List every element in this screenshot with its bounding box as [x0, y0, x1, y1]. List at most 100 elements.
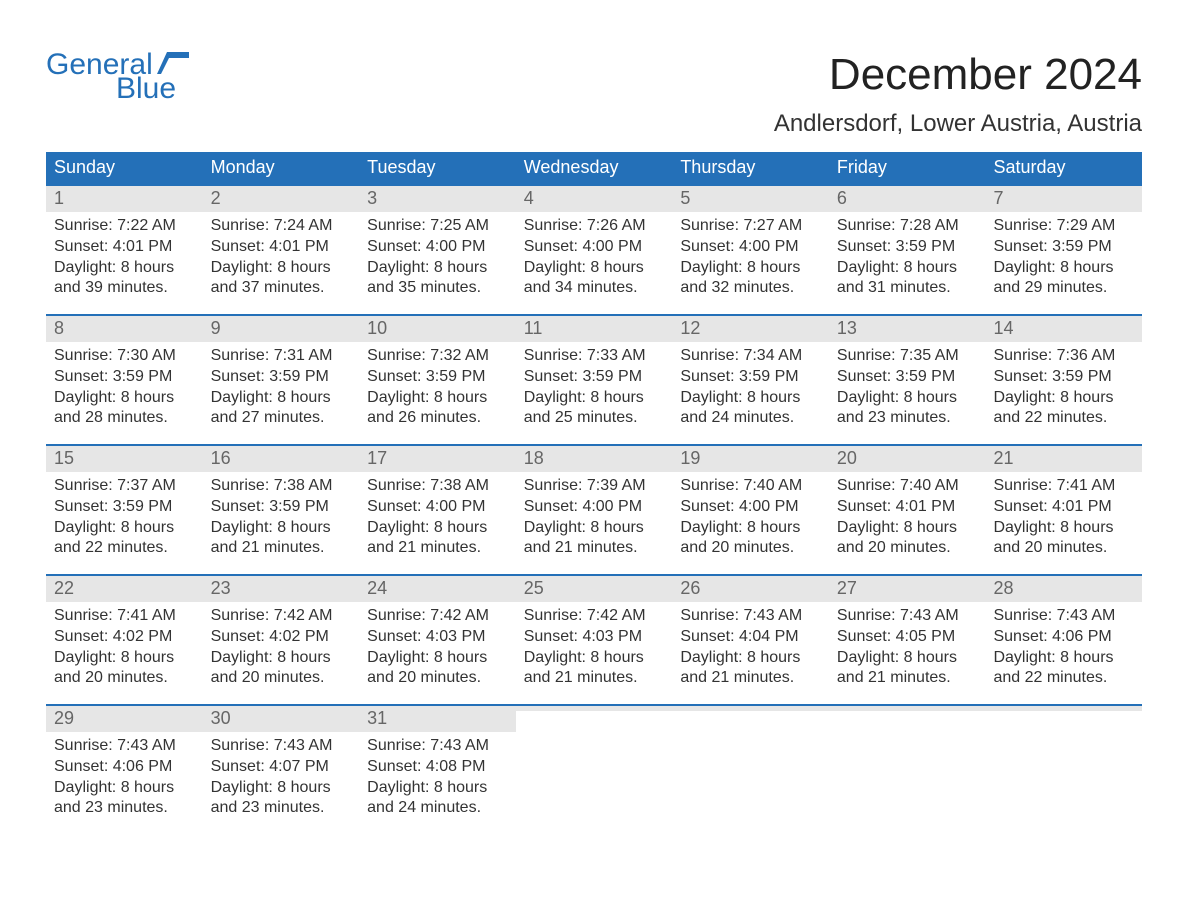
sunrise-line: Sunrise: 7:42 AM	[367, 606, 508, 627]
day-cell: 30Sunrise: 7:43 AMSunset: 4:07 PMDayligh…	[203, 706, 360, 834]
day-body: Sunrise: 7:43 AMSunset: 4:05 PMDaylight:…	[829, 602, 986, 689]
day-cell: 28Sunrise: 7:43 AMSunset: 4:06 PMDayligh…	[985, 576, 1142, 704]
daylight-line: Daylight: 8 hours	[211, 778, 352, 799]
day-cell: 6Sunrise: 7:28 AMSunset: 3:59 PMDaylight…	[829, 186, 986, 314]
daylight-line: and 23 minutes.	[211, 798, 352, 819]
day-body: Sunrise: 7:31 AMSunset: 3:59 PMDaylight:…	[203, 342, 360, 429]
day-number: 29	[46, 706, 203, 732]
day-body: Sunrise: 7:34 AMSunset: 3:59 PMDaylight:…	[672, 342, 829, 429]
sunrise-line: Sunrise: 7:30 AM	[54, 346, 195, 367]
daylight-line: and 24 minutes.	[680, 408, 821, 429]
day-number	[985, 706, 1142, 711]
day-cell: 26Sunrise: 7:43 AMSunset: 4:04 PMDayligh…	[672, 576, 829, 704]
day-number: 2	[203, 186, 360, 212]
daylight-line: Daylight: 8 hours	[367, 258, 508, 279]
dow-thursday: Thursday	[672, 152, 829, 184]
day-body: Sunrise: 7:42 AMSunset: 4:02 PMDaylight:…	[203, 602, 360, 689]
week-row: 29Sunrise: 7:43 AMSunset: 4:06 PMDayligh…	[46, 704, 1142, 834]
dow-sunday: Sunday	[46, 152, 203, 184]
daylight-line: Daylight: 8 hours	[54, 648, 195, 669]
daylight-line: Daylight: 8 hours	[837, 388, 978, 409]
sunset-line: Sunset: 4:04 PM	[680, 627, 821, 648]
sunset-line: Sunset: 3:59 PM	[524, 367, 665, 388]
day-body: Sunrise: 7:29 AMSunset: 3:59 PMDaylight:…	[985, 212, 1142, 299]
daylight-line: and 39 minutes.	[54, 278, 195, 299]
day-cell: 21Sunrise: 7:41 AMSunset: 4:01 PMDayligh…	[985, 446, 1142, 574]
daylight-line: Daylight: 8 hours	[524, 518, 665, 539]
day-cell: 12Sunrise: 7:34 AMSunset: 3:59 PMDayligh…	[672, 316, 829, 444]
daylight-line: Daylight: 8 hours	[524, 648, 665, 669]
sunrise-line: Sunrise: 7:36 AM	[993, 346, 1134, 367]
sunrise-line: Sunrise: 7:31 AM	[211, 346, 352, 367]
day-body: Sunrise: 7:35 AMSunset: 3:59 PMDaylight:…	[829, 342, 986, 429]
sunrise-line: Sunrise: 7:28 AM	[837, 216, 978, 237]
daylight-line: and 20 minutes.	[993, 538, 1134, 559]
daylight-line: and 21 minutes.	[837, 668, 978, 689]
day-cell	[985, 706, 1142, 834]
day-body: Sunrise: 7:27 AMSunset: 4:00 PMDaylight:…	[672, 212, 829, 299]
daylight-line: and 22 minutes.	[54, 538, 195, 559]
sunset-line: Sunset: 4:00 PM	[680, 237, 821, 258]
sunrise-line: Sunrise: 7:38 AM	[367, 476, 508, 497]
daylight-line: Daylight: 8 hours	[837, 258, 978, 279]
sunrise-line: Sunrise: 7:27 AM	[680, 216, 821, 237]
day-cell: 1Sunrise: 7:22 AMSunset: 4:01 PMDaylight…	[46, 186, 203, 314]
daylight-line: Daylight: 8 hours	[211, 648, 352, 669]
daylight-line: and 22 minutes.	[993, 668, 1134, 689]
day-number	[516, 706, 673, 711]
day-number: 15	[46, 446, 203, 472]
day-number: 7	[985, 186, 1142, 212]
day-cell: 15Sunrise: 7:37 AMSunset: 3:59 PMDayligh…	[46, 446, 203, 574]
logo-blue-text: Blue	[46, 74, 189, 104]
sunset-line: Sunset: 3:59 PM	[211, 367, 352, 388]
daylight-line: Daylight: 8 hours	[993, 388, 1134, 409]
sunset-line: Sunset: 3:59 PM	[837, 367, 978, 388]
daylight-line: Daylight: 8 hours	[211, 388, 352, 409]
day-body: Sunrise: 7:43 AMSunset: 4:06 PMDaylight:…	[985, 602, 1142, 689]
sunrise-line: Sunrise: 7:37 AM	[54, 476, 195, 497]
dow-monday: Monday	[203, 152, 360, 184]
sunset-line: Sunset: 3:59 PM	[211, 497, 352, 518]
week-row: 1Sunrise: 7:22 AMSunset: 4:01 PMDaylight…	[46, 184, 1142, 314]
day-body: Sunrise: 7:38 AMSunset: 3:59 PMDaylight:…	[203, 472, 360, 559]
day-cell: 13Sunrise: 7:35 AMSunset: 3:59 PMDayligh…	[829, 316, 986, 444]
sunset-line: Sunset: 3:59 PM	[54, 367, 195, 388]
sunset-line: Sunset: 4:00 PM	[680, 497, 821, 518]
sunrise-line: Sunrise: 7:24 AM	[211, 216, 352, 237]
daylight-line: Daylight: 8 hours	[993, 648, 1134, 669]
sunset-line: Sunset: 4:00 PM	[524, 497, 665, 518]
day-body: Sunrise: 7:33 AMSunset: 3:59 PMDaylight:…	[516, 342, 673, 429]
header: General Blue December 2024	[46, 50, 1142, 104]
sunset-line: Sunset: 3:59 PM	[54, 497, 195, 518]
day-cell: 20Sunrise: 7:40 AMSunset: 4:01 PMDayligh…	[829, 446, 986, 574]
daylight-line: and 20 minutes.	[211, 668, 352, 689]
day-number	[672, 706, 829, 711]
sunset-line: Sunset: 4:03 PM	[524, 627, 665, 648]
sunrise-line: Sunrise: 7:40 AM	[837, 476, 978, 497]
daylight-line: and 20 minutes.	[837, 538, 978, 559]
day-number: 6	[829, 186, 986, 212]
daylight-line: and 21 minutes.	[211, 538, 352, 559]
day-cell: 9Sunrise: 7:31 AMSunset: 3:59 PMDaylight…	[203, 316, 360, 444]
day-number: 25	[516, 576, 673, 602]
sunset-line: Sunset: 4:01 PM	[837, 497, 978, 518]
day-number: 24	[359, 576, 516, 602]
dow-friday: Friday	[829, 152, 986, 184]
sunset-line: Sunset: 4:01 PM	[993, 497, 1134, 518]
day-cell: 16Sunrise: 7:38 AMSunset: 3:59 PMDayligh…	[203, 446, 360, 574]
day-body: Sunrise: 7:26 AMSunset: 4:00 PMDaylight:…	[516, 212, 673, 299]
day-body: Sunrise: 7:28 AMSunset: 3:59 PMDaylight:…	[829, 212, 986, 299]
day-number: 18	[516, 446, 673, 472]
daylight-line: Daylight: 8 hours	[524, 258, 665, 279]
day-number: 8	[46, 316, 203, 342]
sunrise-line: Sunrise: 7:25 AM	[367, 216, 508, 237]
daylight-line: Daylight: 8 hours	[680, 518, 821, 539]
daylight-line: Daylight: 8 hours	[837, 648, 978, 669]
sunrise-line: Sunrise: 7:33 AM	[524, 346, 665, 367]
day-cell	[516, 706, 673, 834]
daylight-line: and 26 minutes.	[367, 408, 508, 429]
day-cell: 29Sunrise: 7:43 AMSunset: 4:06 PMDayligh…	[46, 706, 203, 834]
sunset-line: Sunset: 4:03 PM	[367, 627, 508, 648]
sunrise-line: Sunrise: 7:43 AM	[993, 606, 1134, 627]
day-body: Sunrise: 7:43 AMSunset: 4:08 PMDaylight:…	[359, 732, 516, 819]
